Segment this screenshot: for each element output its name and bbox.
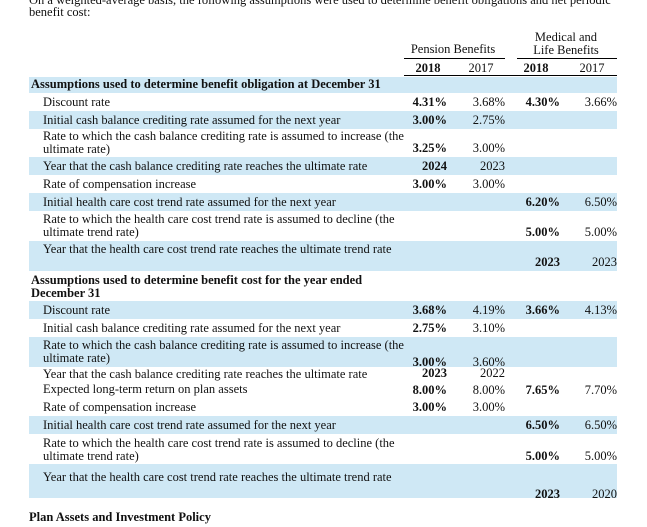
table-row: Initial health care cost trend rate assu… [29,416,617,434]
value-cell: 4.13% [584,303,617,317]
value-cell: 2020 [592,487,617,501]
table-row: Discount rate 4.31% 3.68% 4.30% 3.66% [29,93,617,111]
table-row: Year that the health care cost trend rat… [29,241,617,271]
intro-top-line: On a weighted-average basis, the followi… [29,0,611,7]
row-label: Year that the cash balance crediting rat… [43,367,368,381]
value-cell: 3.00% [412,177,447,191]
value-cell: 2.75% [412,321,447,335]
table-row: Expected long-term return on plan assets… [29,382,617,398]
table-row: Year that the cash balance crediting rat… [29,157,617,175]
value-cell: 7.70% [584,383,617,397]
value-cell: 5.00% [525,225,560,239]
row-label: Discount rate [43,303,110,317]
row-label: Year that the cash balance crediting rat… [43,159,368,173]
value-cell: 3.00% [412,113,447,127]
value-cell: 3.00% [412,355,447,369]
table-row: Rate of compensation increase 3.00% 3.00% [29,175,617,193]
value-cell: 6.50% [525,418,560,432]
value-cell: 7.65% [525,383,560,397]
table-row: Year that the cash balance crediting rat… [29,367,617,382]
year-pension-2018: 2018 [415,61,441,75]
table-row: Discount rate 3.68% 4.19% 3.66% 4.13% [29,301,617,319]
value-cell: 2023 [592,255,617,269]
medical-header-line1: Medical and [534,30,598,44]
table-row: Rate to which the health care cost trend… [29,211,617,241]
table-row: Initial health care cost trend rate assu… [29,193,617,211]
table-row: Initial cash balance crediting rate assu… [29,319,617,337]
table-row: Rate to which the cash balance crediting… [29,129,617,157]
value-cell: 2022 [480,366,505,380]
value-cell: 3.00% [472,177,505,191]
pension-benefits-header: Pension Benefits [410,42,496,56]
value-cell: 6.50% [584,418,617,432]
section-header-row: Assumptions used to determine benefit co… [29,271,617,301]
value-cell: 8.00% [412,383,447,397]
value-cell: 2024 [422,159,447,173]
value-cell: 4.31% [412,95,447,109]
value-cell: 8.00% [472,383,505,397]
value-cell: 3.66% [525,303,560,317]
row-label: Rate of compensation increase [43,177,197,191]
section-header-row: Assumptions used to determine benefit ob… [29,77,617,93]
year-header-rule [404,75,617,76]
table-row: Year that the health care cost trend rat… [29,464,617,501]
value-cell: 4.30% [525,95,560,109]
row-label: Rate to which the health care cost trend… [43,436,395,463]
value-cell: 2023 [535,255,560,269]
value-cell: 6.50% [584,195,617,209]
row-label: Initial cash balance crediting rate assu… [43,321,341,335]
section-title: Assumptions used to determine benefit ob… [31,77,381,91]
value-cell: 3.00% [412,400,447,414]
year-pension-2017: 2017 [468,61,494,75]
value-cell: 3.68% [412,303,447,317]
pension-header-rule [404,58,505,59]
table-row: Rate to which the cash balance crediting… [29,337,617,369]
value-cell: 3.66% [584,95,617,109]
medical-header-rule [517,58,617,59]
value-cell: 5.00% [525,449,560,463]
value-cell: 4.19% [472,303,505,317]
row-label: Rate to which the health care cost trend… [43,212,395,239]
year-medical-2018: 2018 [523,61,549,75]
value-cell: 2023 [422,366,447,380]
value-cell: 2023 [535,487,560,501]
row-label: Initial health care cost trend rate assu… [43,418,336,432]
value-cell: 2.75% [472,113,505,127]
value-cell: 3.10% [472,321,505,335]
value-cell: 6.20% [525,195,560,209]
row-label: Rate of compensation increase [43,400,197,414]
value-cell: 2023 [480,159,505,173]
table-row: Initial cash balance crediting rate assu… [29,111,617,129]
table-row: Rate to which the health care cost trend… [29,434,617,464]
intro-text: benefit cost: [29,5,91,19]
medical-header-line2: Life Benefits [533,43,599,57]
row-label: Year that the health care cost trend rat… [43,470,392,484]
value-cell: 5.00% [584,449,617,463]
value-cell: 3.60% [472,355,505,369]
section-heading-plan-assets: Plan Assets and Investment Policy [29,510,211,524]
value-cell: 5.00% [584,225,617,239]
value-cell: 3.68% [472,95,505,109]
row-label: Rate to which the cash balance crediting… [43,338,404,365]
year-medical-2017: 2017 [579,61,605,75]
row-label: Initial health care cost trend rate assu… [43,195,336,209]
value-cell: 3.00% [472,400,505,414]
value-cell: 3.00% [472,141,505,155]
row-label: Initial cash balance crediting rate assu… [43,113,341,127]
row-label: Rate to which the cash balance crediting… [43,129,404,156]
row-label: Discount rate [43,95,110,109]
table-row: Rate of compensation increase 3.00% 3.00% [29,398,617,416]
row-label: Expected long-term return on plan assets [43,382,248,396]
row-label: Year that the health care cost trend rat… [43,242,392,256]
value-cell: 3.25% [412,141,447,155]
section-title: Assumptions used to determine benefit co… [31,273,363,300]
